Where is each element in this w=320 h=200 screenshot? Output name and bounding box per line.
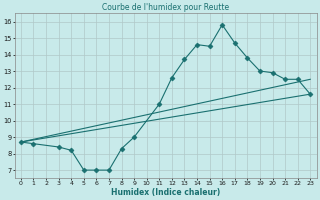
X-axis label: Humidex (Indice chaleur): Humidex (Indice chaleur) <box>111 188 220 197</box>
Title: Courbe de l'humidex pour Reutte: Courbe de l'humidex pour Reutte <box>102 3 229 12</box>
